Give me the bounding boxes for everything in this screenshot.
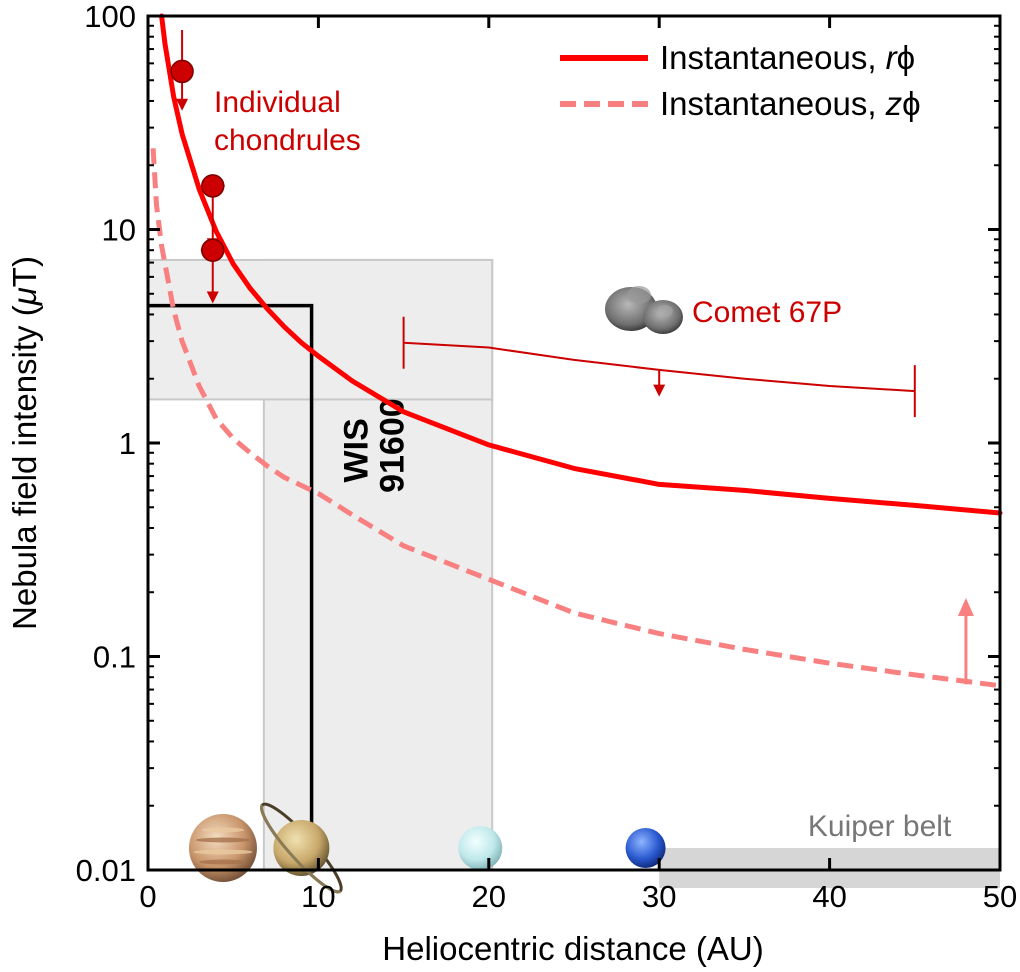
- chondrule-arrowhead: [206, 291, 219, 304]
- planets: [188, 802, 666, 894]
- chondrule-point: [201, 238, 225, 262]
- y-tick-label: 1: [119, 426, 136, 461]
- uranus-icon: [458, 826, 503, 870]
- legend: Instantaneous, rϕ Instantaneous, zϕ: [560, 39, 921, 122]
- zphi-arrowhead: [957, 597, 974, 616]
- y-axis-label-mu: μ: [6, 287, 43, 306]
- y-tick-label: 10: [102, 213, 136, 248]
- x-tick-label: 0: [139, 879, 156, 914]
- legend-italic-r: r: [886, 39, 899, 76]
- chondrules-label-line2: chondrules: [214, 124, 361, 157]
- legend-italic-z: z: [885, 85, 903, 122]
- jupiter-body: [188, 814, 257, 882]
- comet-67p-arrowhead: [653, 384, 666, 397]
- wis-label-line1: WIS: [338, 418, 376, 482]
- comet-icon: [605, 286, 683, 334]
- legend-label-z-phi: Instantaneous, zϕ: [660, 85, 921, 122]
- series-layer: [150, 13, 1003, 689]
- x-tick-label: 30: [642, 879, 676, 914]
- chondrule-arrowhead: [176, 98, 189, 111]
- wis-91600-line: [148, 303, 314, 870]
- x-tick-label: 50: [983, 879, 1017, 914]
- legend-label-r-phi: Instantaneous, rϕ: [660, 39, 915, 76]
- y-axis-label-main: Nebula field intensity (: [6, 305, 43, 630]
- chondrules: [170, 29, 225, 304]
- background-layer: Kuiper belt: [147, 258, 1000, 888]
- chondrule-point: [170, 59, 194, 84]
- y-axis-label: Nebula field intensity (μT): [6, 256, 43, 630]
- legend-text-z-phi: Instantaneous,: [660, 85, 886, 122]
- x-axis-label: Heliocentric distance (AU): [382, 930, 763, 967]
- chondrule-point: [201, 174, 225, 198]
- x-ticks: 0 10 20 30 40 50: [139, 16, 1017, 914]
- axes: 0 10 20 30 40 50 0.01 0.1 1 10 100: [76, 0, 1018, 914]
- series-r-phi-line: [159, 13, 1003, 516]
- saturn-body: [273, 820, 330, 876]
- y-tick-label: 0.1: [93, 640, 136, 675]
- series-z-phi-line: [150, 148, 1001, 689]
- y-tick-label: 100: [84, 0, 136, 34]
- jupiter-band: [199, 859, 247, 865]
- y-ticks: 0.01 0.1 1 10 100: [76, 0, 1000, 888]
- kuiper-belt-label: Kuiper belt: [808, 810, 952, 843]
- zphi-arrow: [957, 597, 974, 685]
- x-tick-label: 40: [812, 879, 846, 914]
- jupiter-band: [195, 837, 251, 843]
- saturn-ring-front: [260, 803, 342, 894]
- comet-67p: Comet 67P: [402, 286, 916, 418]
- saturn-icon: [260, 802, 343, 894]
- comet-67p-label: Comet 67P: [692, 296, 842, 329]
- x-tick-label: 10: [301, 879, 335, 914]
- chondrules-label-line1: Individual: [214, 86, 341, 119]
- legend-symbol-r-phi: ϕ: [897, 39, 915, 76]
- y-axis-label-end: T): [6, 256, 43, 287]
- x-tick-label: 20: [472, 879, 506, 914]
- jupiter-band: [201, 827, 245, 833]
- chondrules-label: Individual chondrules: [214, 86, 361, 157]
- jupiter-band: [193, 849, 253, 855]
- jupiter-icon: [188, 814, 257, 882]
- neptune-icon: [625, 828, 666, 868]
- y-tick-label: 0.01: [76, 853, 136, 888]
- wis-band-horizontal: [147, 258, 494, 401]
- legend-symbol-z-phi: ϕ: [902, 85, 920, 122]
- legend-text-r-phi: Instantaneous,: [660, 39, 886, 76]
